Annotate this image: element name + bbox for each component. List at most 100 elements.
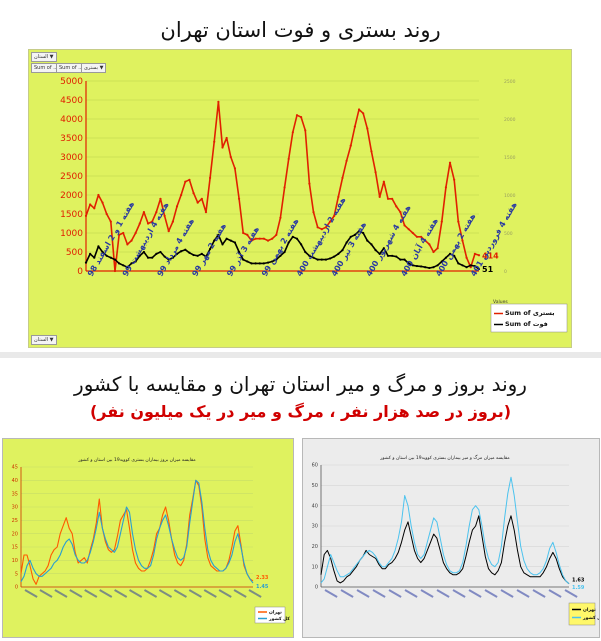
data-point <box>175 205 179 208</box>
data-point <box>415 235 419 238</box>
y2-tick-label: 0 <box>504 269 507 275</box>
second-title: روند بروز و مرگ و میر استان تهران و مقای… <box>74 372 527 396</box>
y-tick-label: 45 <box>12 465 18 471</box>
data-point <box>415 264 419 268</box>
data-point <box>171 220 174 223</box>
data-point <box>477 267 481 271</box>
data-point <box>469 266 472 269</box>
data-point <box>473 264 476 268</box>
data-point <box>250 262 253 265</box>
data-point <box>89 252 92 255</box>
data-point <box>353 233 356 236</box>
data-point <box>275 258 278 261</box>
data-point <box>432 250 435 254</box>
y-tick-label: 4500 <box>60 96 83 106</box>
y2-tick-label: 1500 <box>504 155 516 161</box>
chart-1-svg: 0500100015002000250030003500400045005000… <box>60 77 568 333</box>
y-tick-label: 0 <box>15 585 18 591</box>
data-point <box>233 167 237 170</box>
section-divider <box>0 352 601 358</box>
data-point <box>316 226 319 229</box>
x-tick-label-mark <box>99 589 113 598</box>
data-point <box>465 266 468 269</box>
x-tick-label-mark <box>143 589 158 598</box>
x-tick-label-mark <box>388 589 402 598</box>
data-point <box>341 176 344 179</box>
data-point <box>221 243 224 246</box>
legend-box <box>490 303 568 333</box>
data-point <box>233 241 237 244</box>
data-point <box>424 239 427 242</box>
data-point <box>146 222 150 225</box>
data-point <box>395 255 398 258</box>
data-point <box>246 260 249 263</box>
data-point <box>362 112 365 115</box>
data-point <box>101 250 104 254</box>
data-point <box>213 239 216 242</box>
data-point <box>444 256 448 259</box>
data-point <box>300 116 303 119</box>
y-tick-label: 60 <box>312 463 318 469</box>
y-tick-label: 40 <box>312 503 318 509</box>
y2-tick-label: 2500 <box>504 79 516 85</box>
data-point <box>320 258 323 261</box>
end-value-label: 1.63 <box>572 578 585 584</box>
x-tick-label-mark <box>129 589 143 598</box>
x-tick-label-mark <box>24 589 38 598</box>
data-point <box>275 233 278 236</box>
data-point <box>469 264 472 267</box>
data-point <box>300 243 303 246</box>
y-tick-label: 3500 <box>60 134 83 144</box>
data-point <box>295 237 299 240</box>
y2-tick-label: 2000 <box>504 117 516 123</box>
y2-tick-label: 1000 <box>504 193 516 199</box>
data-point <box>444 186 448 189</box>
data-point <box>428 266 431 270</box>
y-tick-label: 0 <box>77 267 83 277</box>
data-point <box>279 254 282 257</box>
data-point <box>457 262 460 265</box>
data-point <box>324 258 328 261</box>
data-point <box>357 230 361 233</box>
data-point <box>109 220 112 223</box>
data-point <box>105 212 108 216</box>
data-point <box>440 260 443 263</box>
x-tick-label: هفته 4 مرداد 99 <box>156 216 197 278</box>
filter-button[interactable]: الستان ▼ <box>31 52 57 62</box>
data-point <box>374 171 377 174</box>
legend-label: Sum of فوت <box>505 320 548 328</box>
data-point <box>337 252 340 255</box>
data-point <box>477 254 481 257</box>
x-tick-label-mark <box>340 589 354 598</box>
end-value-label: 1.59 <box>572 585 585 591</box>
bottom-filter-button[interactable]: الستان ▼ <box>31 335 57 345</box>
data-point <box>316 258 319 261</box>
data-point <box>101 201 104 204</box>
end-value-label: 51 <box>482 265 494 274</box>
data-point <box>209 176 212 179</box>
data-point <box>287 241 290 244</box>
data-point <box>345 241 348 244</box>
data-point <box>370 243 373 246</box>
data-point <box>122 264 125 267</box>
data-point <box>395 205 398 208</box>
y-tick-label: 500 <box>66 248 83 258</box>
x-tick-label-mark <box>356 589 370 598</box>
data-point <box>461 264 464 267</box>
legend-label: Sum of بستری <box>505 309 555 317</box>
data-point <box>84 261 88 264</box>
data-point <box>366 239 369 242</box>
x-tick-label-mark <box>468 589 482 598</box>
data-point <box>403 224 406 227</box>
dropdown-button[interactable]: بستری ▼ <box>81 63 107 73</box>
data-point <box>428 243 431 246</box>
x-tick-label: هفته 2 مهر 99 <box>190 221 228 278</box>
legend-label: تهران <box>583 608 596 613</box>
x-tick-label: هفته 3 تیر 400 <box>330 220 369 278</box>
data-point <box>341 249 344 252</box>
data-point <box>295 114 299 117</box>
y-tick-label: 15 <box>12 545 18 551</box>
data-point <box>283 250 286 254</box>
data-point <box>167 230 170 233</box>
data-point <box>237 250 241 254</box>
